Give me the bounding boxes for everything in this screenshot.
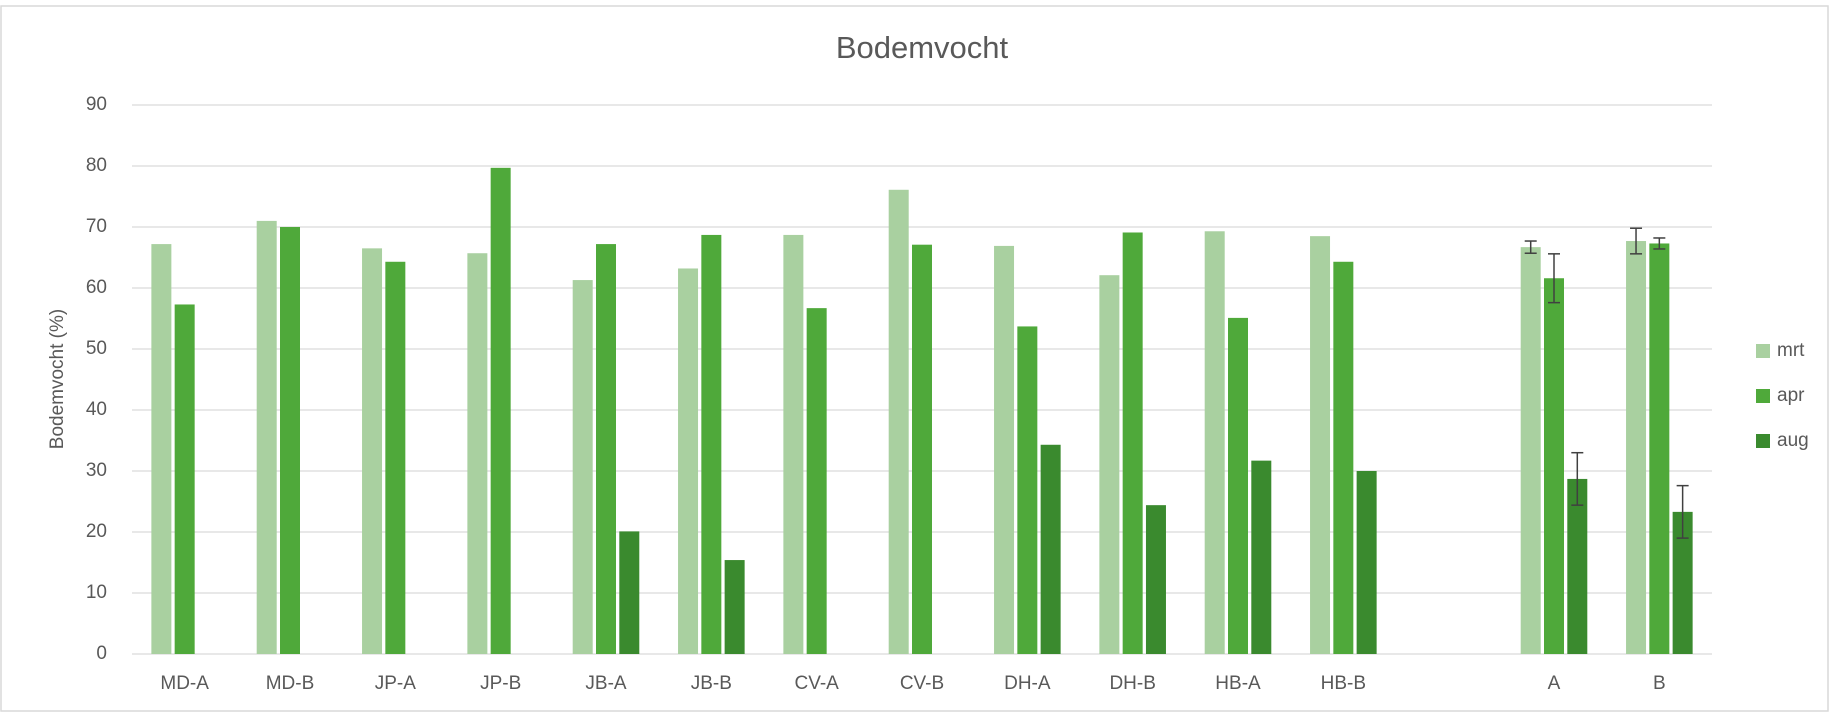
bar xyxy=(280,227,300,654)
x-tick-label: HB-A xyxy=(1215,673,1261,694)
bar xyxy=(151,244,172,654)
legend-label: aug xyxy=(1777,430,1809,451)
x-tick-label: CV-B xyxy=(900,673,944,694)
y-tick-label: 10 xyxy=(86,582,107,603)
bar xyxy=(490,167,511,654)
bar xyxy=(256,220,277,654)
y-tick-label: 20 xyxy=(86,521,107,542)
y-tick-label: 0 xyxy=(96,643,107,664)
bar xyxy=(1099,275,1120,654)
bar xyxy=(1310,236,1331,654)
bar xyxy=(701,234,722,654)
x-tick-label: B xyxy=(1653,673,1666,694)
bar xyxy=(362,248,383,654)
x-tick-label: JP-A xyxy=(375,673,417,694)
bar xyxy=(912,244,932,654)
bar xyxy=(467,253,488,655)
bar xyxy=(1040,444,1061,654)
x-tick-label: JB-B xyxy=(691,673,732,694)
x-tick-label: DH-A xyxy=(1004,673,1051,694)
bar xyxy=(1251,460,1272,654)
y-tick-label: 70 xyxy=(86,216,107,237)
x-tick-label: HB-B xyxy=(1321,673,1366,694)
bar xyxy=(888,189,909,655)
bar xyxy=(1649,243,1670,654)
bar xyxy=(1356,471,1377,654)
bar xyxy=(1672,511,1693,654)
bar xyxy=(1626,241,1647,654)
legend-label: mrt xyxy=(1777,340,1805,361)
chart-title: Bodemvocht xyxy=(836,30,1009,65)
bar xyxy=(994,245,1015,654)
x-tick-label: JB-A xyxy=(585,673,627,694)
bar xyxy=(1333,261,1354,654)
x-tick-label: A xyxy=(1548,673,1561,694)
y-tick-label: 60 xyxy=(86,277,107,298)
legend-label: apr xyxy=(1777,385,1805,406)
x-tick-label: CV-A xyxy=(794,673,839,694)
x-tick-label: JP-B xyxy=(480,673,521,694)
y-tick-label: 80 xyxy=(86,155,107,176)
bar xyxy=(174,304,195,654)
bar xyxy=(806,308,827,654)
bar xyxy=(1567,478,1588,654)
bar xyxy=(678,268,699,654)
bar xyxy=(619,531,640,654)
x-tick-label: DH-B xyxy=(1109,673,1155,694)
bar xyxy=(724,560,745,654)
bar xyxy=(596,244,616,654)
bar xyxy=(1145,505,1166,654)
bar xyxy=(1204,231,1225,654)
legend-swatch xyxy=(1756,434,1770,448)
legend-swatch xyxy=(1756,344,1770,358)
bar xyxy=(783,234,804,654)
bar xyxy=(1017,326,1038,654)
y-tick-label: 40 xyxy=(86,399,107,420)
bar xyxy=(1228,317,1248,654)
y-tick-label: 50 xyxy=(86,338,107,359)
legend-swatch xyxy=(1756,389,1770,403)
x-tick-label: MD-B xyxy=(266,673,315,694)
bar xyxy=(1520,247,1541,654)
bar xyxy=(572,280,593,654)
y-tick-label: 30 xyxy=(86,460,107,481)
bar xyxy=(1544,278,1564,654)
y-tick-label: 90 xyxy=(86,94,107,115)
y-axis-label: Bodemvocht (%) xyxy=(47,309,68,449)
bar xyxy=(385,261,406,654)
bar xyxy=(1122,232,1143,655)
x-tick-label: MD-A xyxy=(160,673,209,694)
